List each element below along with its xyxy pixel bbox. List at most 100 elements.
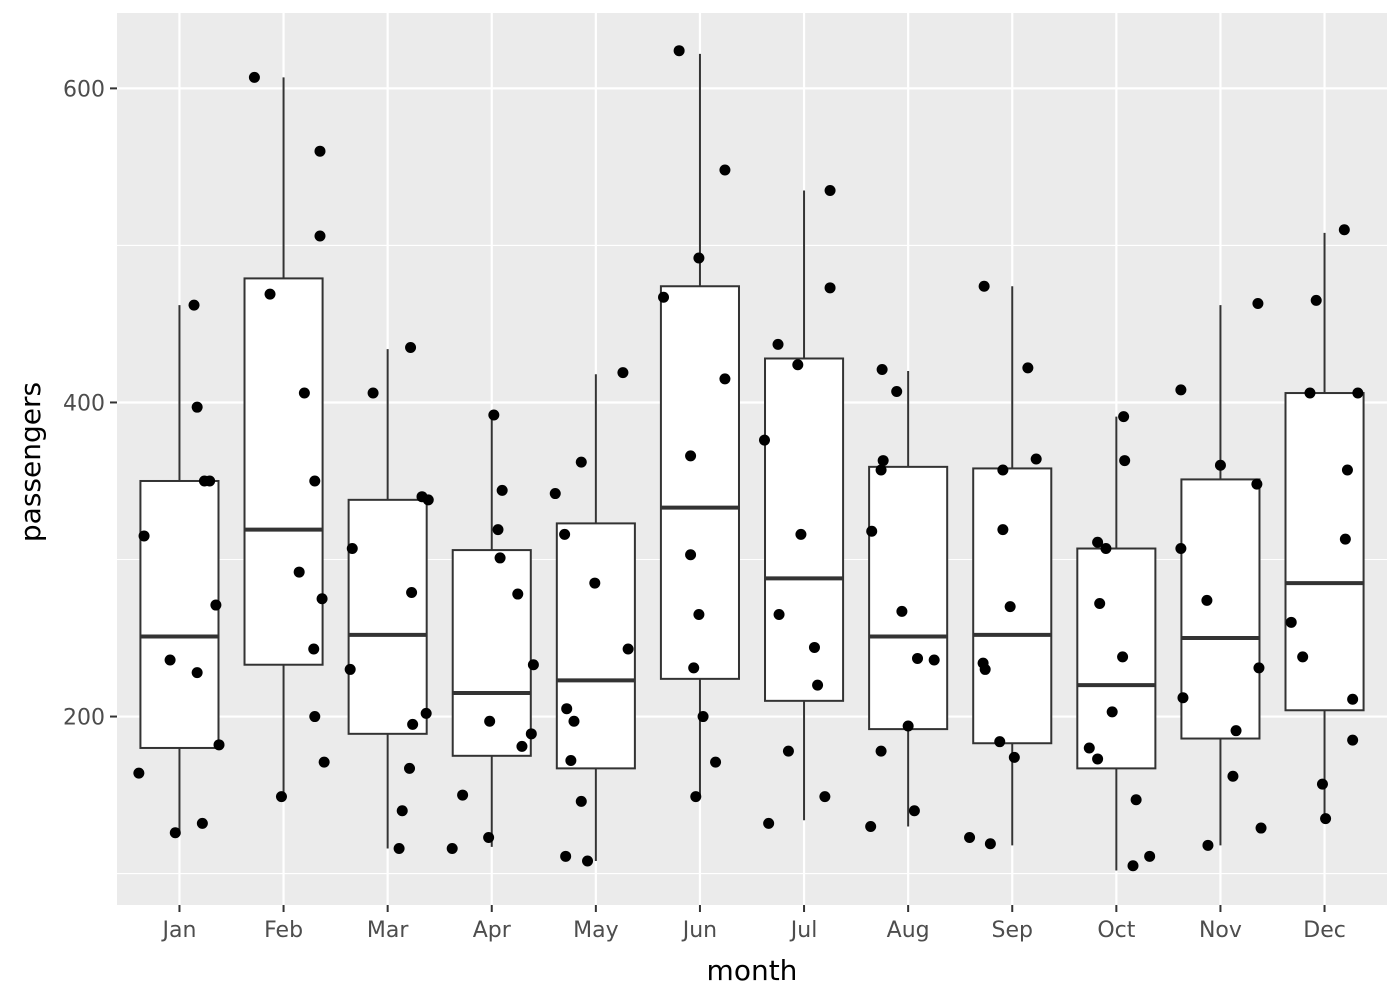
data-point [1304,387,1316,399]
data-point [346,543,358,555]
data-point [549,488,561,500]
data-point [1347,693,1359,705]
data-point [309,475,321,487]
data-point [658,291,670,303]
data-point [688,662,700,674]
data-point [697,711,709,723]
data-point [210,599,222,611]
data-point [196,817,208,829]
box-iqr [1180,478,1261,740]
data-point [446,842,458,854]
data-point [1316,778,1328,790]
data-point [782,745,794,757]
box-mar [347,349,428,849]
data-point [318,756,330,768]
data-point [622,643,634,655]
data-point [1297,651,1309,663]
data-point [979,663,991,675]
data-point [1004,601,1016,613]
data-point [685,549,697,561]
y-tick-label: 400 [63,391,105,416]
data-point [525,728,537,740]
data-point [812,679,824,691]
data-point [819,791,831,803]
box-jul [764,190,845,821]
data-point [512,588,524,600]
data-point [457,789,469,801]
y-tick-label: 600 [63,77,105,102]
data-point [396,805,408,817]
x-tick-label: Aug [887,918,930,943]
x-tick-label: Dec [1303,918,1346,943]
box-iqr [555,522,636,770]
data-point [1008,751,1020,763]
data-point [1255,822,1267,834]
data-point [1251,478,1263,490]
box-iqr [868,465,949,731]
x-tick-label: May [573,918,618,943]
data-point [772,338,784,350]
data-point [344,663,356,675]
x-tick-label: Jul [789,918,818,943]
box-aug [868,371,949,827]
box-may [555,374,636,862]
data-point [710,756,722,768]
y-axis-title: passengers [14,382,47,542]
data-point [1352,387,1364,399]
data-point [1230,725,1242,737]
data-point [248,71,260,83]
data-point [978,280,990,292]
box-nov [1180,305,1261,846]
data-point [877,455,889,467]
data-point [164,654,176,666]
x-tick-label: Jun [681,918,717,943]
data-point [1341,464,1353,476]
data-point [1177,692,1189,704]
data-point [1202,839,1214,851]
box-iqr [659,285,740,680]
data-point [575,456,587,468]
data-point [1338,224,1350,236]
data-point [763,817,775,829]
data-point [568,715,580,727]
data-point [875,464,887,476]
data-point [997,464,1009,476]
data-point [264,288,276,300]
data-point [824,184,836,196]
data-point [1227,770,1239,782]
data-points [133,45,1364,872]
data-point [673,45,685,57]
x-tick-label: Oct [1097,918,1135,943]
data-point [516,740,528,752]
data-point [795,528,807,540]
data-point [1320,813,1332,825]
data-point [912,652,924,664]
data-point [191,401,203,413]
data-point [1117,651,1129,663]
data-point [561,703,573,715]
data-point [138,530,150,542]
box-iqr [243,277,324,666]
data-point [875,745,887,757]
data-point [1022,362,1034,374]
data-point [406,586,418,598]
data-point [309,711,321,723]
data-point [169,827,181,839]
data-point [1092,536,1104,548]
data-point [275,791,287,803]
data-point [1310,294,1322,306]
data-point [293,566,305,578]
data-point [964,831,976,843]
data-point [719,164,731,176]
data-point [1130,794,1142,806]
data-point [1106,706,1118,718]
data-point [1347,734,1359,746]
data-point [1144,850,1156,862]
data-point [1252,298,1264,310]
data-point [891,385,903,397]
data-point [496,484,508,496]
x-tick-label: Feb [264,918,303,943]
x-tick-label: Jan [160,918,196,943]
data-point [1094,597,1106,609]
data-point [494,552,506,564]
